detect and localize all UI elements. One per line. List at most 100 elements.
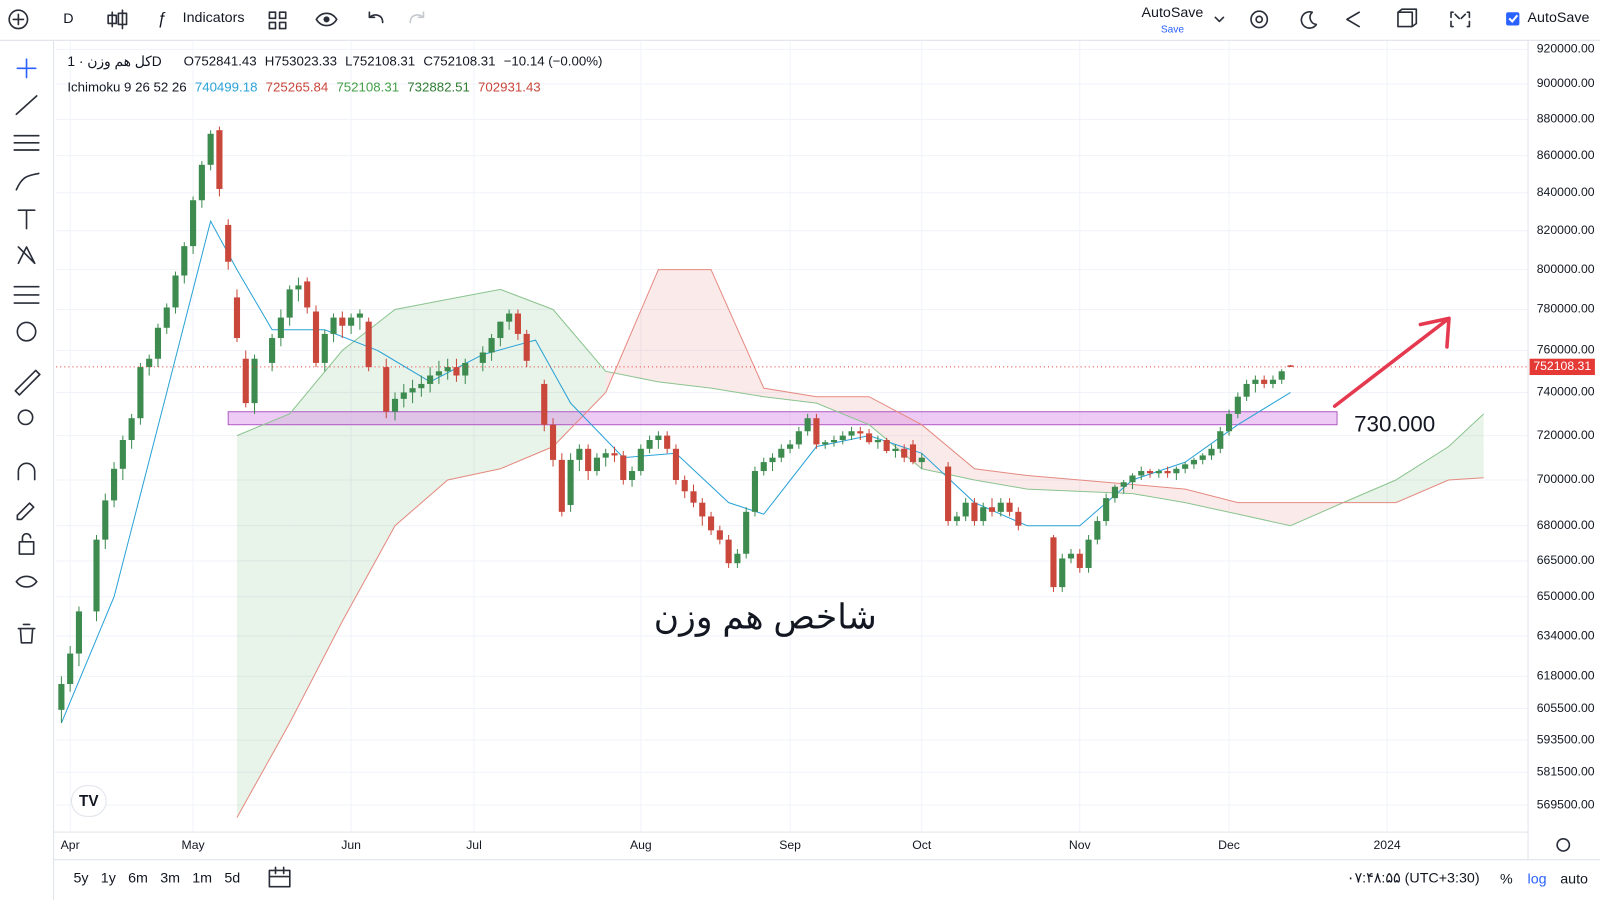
icon-tool[interactable] [16, 321, 37, 342]
y-tick-label: 920000.00 [1537, 42, 1595, 56]
cloud-segment [553, 309, 606, 447]
axes: 920000.00 900000.00 880000.00 860000.00 8400… [56, 42, 1595, 852]
brush-tool[interactable] [15, 172, 40, 191]
fullscreen-button[interactable] [1450, 11, 1471, 28]
draw-mode-tool[interactable] [16, 502, 35, 521]
autosave-checkbox[interactable] [1506, 12, 1520, 26]
y-tick-label: 860000.00 [1537, 148, 1595, 162]
candle-body [506, 313, 513, 322]
candle-body [1173, 468, 1180, 474]
candle-body [918, 457, 925, 463]
candle-body [751, 471, 759, 512]
prediction-tool[interactable] [13, 285, 40, 304]
indicators-button[interactable]: Indicators [183, 10, 245, 26]
range-button[interactable]: 6m [128, 870, 148, 886]
cloud-segment [816, 396, 870, 425]
candle-body [1199, 455, 1206, 460]
range-button[interactable]: 1m [192, 870, 212, 886]
autosave-right-label[interactable]: AutoSave [1528, 10, 1590, 26]
candle-body [576, 448, 583, 460]
candle-body [769, 457, 776, 463]
share-button[interactable] [1346, 11, 1360, 28]
candle-body [339, 317, 346, 326]
candle-body [795, 431, 802, 445]
ohlc-value: L752108.31 [345, 54, 415, 69]
zone [227, 411, 1338, 426]
candle-body [1155, 471, 1162, 474]
candle-body [1269, 379, 1277, 384]
candle-body [1059, 558, 1066, 588]
candle-body [901, 448, 908, 458]
candle-body [479, 352, 486, 363]
candle-body [1217, 431, 1224, 449]
candle-body [988, 507, 996, 512]
autosave-dropdown[interactable] [1214, 16, 1225, 23]
candle-body [514, 313, 521, 334]
candle-body [146, 358, 153, 368]
cloud-segment [342, 309, 396, 622]
zone-label: 730.000 [1354, 411, 1435, 436]
indicator-value: 725265.84 [266, 79, 329, 94]
autosave-label[interactable]: AutoSave [1142, 5, 1204, 21]
candle-body [58, 684, 65, 710]
goto-date-button[interactable] [268, 866, 291, 888]
log-button[interactable]: log [1528, 871, 1547, 887]
candle-body [1129, 475, 1136, 483]
magnet-tool[interactable] [17, 462, 36, 481]
candle-body [839, 435, 846, 440]
cloud-segment [447, 289, 501, 481]
x-tick-label: Aug [630, 838, 652, 852]
y-tick-label: 581500.00 [1537, 765, 1595, 779]
candle-body [813, 418, 820, 445]
indicator-value: 740499.18 [195, 79, 258, 94]
range-button[interactable]: 1y [101, 870, 117, 886]
candle-body [1234, 396, 1241, 414]
candle-body [1190, 459, 1197, 465]
fx-icon: ƒ [157, 10, 166, 28]
chart-type-button[interactable] [107, 9, 128, 30]
range-button[interactable]: 5y [73, 870, 89, 886]
candle-body [646, 439, 653, 449]
text-tool[interactable] [17, 209, 36, 230]
indicator-value: 732882.51 [407, 79, 470, 94]
candle-body [1252, 379, 1259, 384]
pattern-tool[interactable] [17, 246, 36, 265]
range-button[interactable]: 5d [224, 870, 240, 886]
trendline-tool[interactable] [15, 95, 38, 116]
x-tick-label: Dec [1218, 838, 1240, 852]
auto-button[interactable]: auto [1560, 871, 1588, 887]
crosshair-tool[interactable] [16, 58, 37, 79]
y-tick-label: 780000.00 [1537, 302, 1595, 316]
candle-body [734, 553, 741, 564]
settings-button[interactable] [1250, 10, 1269, 29]
candle-body [488, 338, 495, 353]
check-mark [1508, 14, 1519, 23]
percent-button[interactable]: % [1500, 871, 1513, 887]
axis-settings-button[interactable] [1556, 837, 1571, 852]
save-label[interactable]: Save [1161, 24, 1185, 35]
add-symbol-button[interactable] [8, 9, 29, 30]
trend-arrow [1332, 316, 1451, 408]
range-button[interactable]: 3m [160, 870, 180, 886]
lock-tool[interactable] [18, 532, 35, 555]
hide-drawings-tool[interactable] [15, 575, 38, 588]
hide-button[interactable] [315, 12, 338, 27]
zoom-tool[interactable] [17, 409, 34, 426]
cloud-segment [1027, 475, 1080, 492]
fib-tool[interactable] [13, 134, 40, 151]
redo-button[interactable] [409, 11, 425, 24]
layouts-button[interactable] [268, 11, 287, 30]
tv-logo[interactable] [70, 785, 107, 817]
interval-button[interactable]: D [63, 11, 73, 27]
theme-button[interactable] [1300, 10, 1318, 29]
snapshot-button[interactable] [1397, 8, 1418, 28]
candle-body [672, 448, 680, 481]
delete-tool[interactable] [17, 623, 36, 644]
candle-body [172, 275, 179, 308]
undo-button[interactable] [368, 11, 384, 24]
candle-body [655, 435, 662, 440]
measure-tool[interactable] [14, 369, 41, 396]
support-zone [227, 411, 1338, 426]
cloud-segment [236, 413, 290, 818]
ohlc-value: O752841.43 [184, 54, 257, 69]
